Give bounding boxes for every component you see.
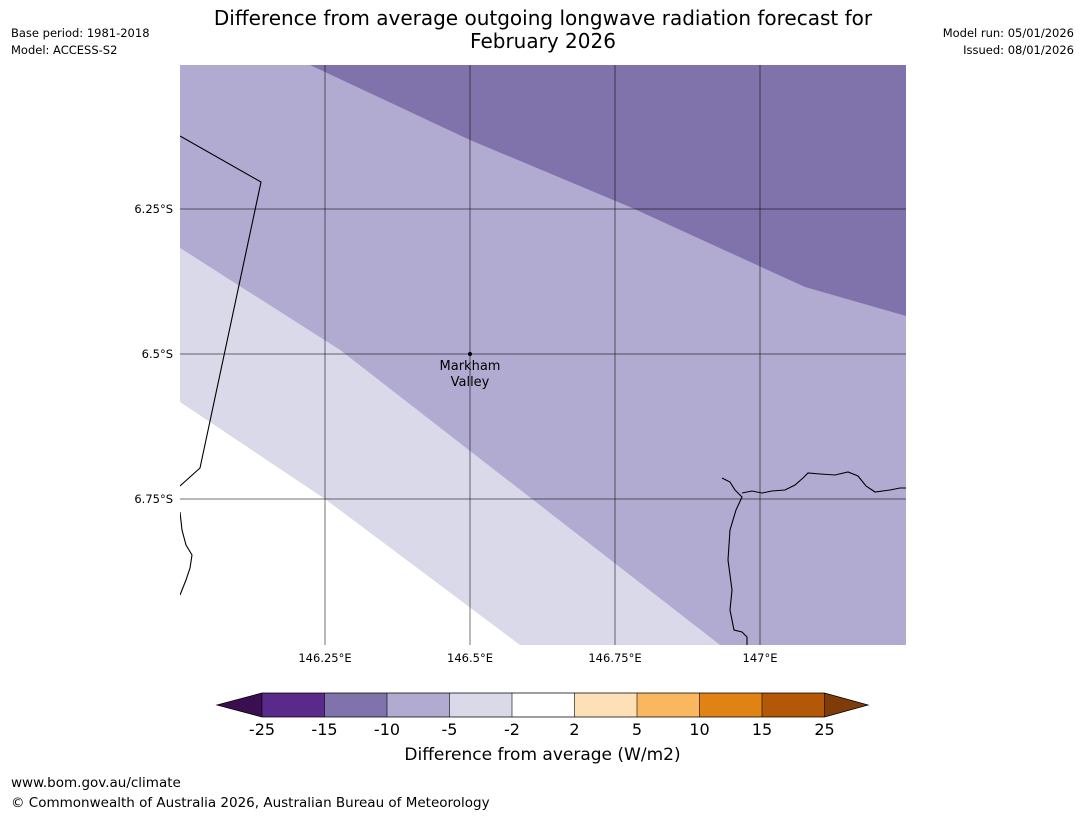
metadata-right: Model run: 05/01/2026 Issued: 08/01/2026 — [943, 25, 1074, 59]
model-run-text: Model run: 05/01/2026 — [942, 26, 1074, 40]
lat-label-6-5: 6.5°S — [141, 347, 173, 361]
colorbar-segment-3 — [387, 693, 450, 717]
markham-valley-marker — [468, 352, 472, 356]
title-line-2: February 2026 — [470, 29, 616, 53]
colorbar-tick-label: -10 — [373, 720, 401, 739]
colorbar-title: Difference from average (W/m2) — [404, 745, 681, 765]
coastline-gulf-north — [741, 471, 906, 494]
colorbar-segment-6 — [574, 693, 637, 717]
gridlines — [180, 65, 906, 645]
issued-text: Issued: 08/01/2026 — [963, 43, 1074, 57]
colorbar-segment-8 — [699, 693, 762, 717]
base-period-text: Base period: 1981-2018 — [11, 26, 150, 40]
anomaly-band-dark — [310, 65, 906, 316]
footer-copyright: © Commonwealth of Australia 2026, Austra… — [11, 795, 490, 811]
colorbar-tick-label: 10 — [689, 720, 710, 739]
anomaly-band-white — [180, 402, 520, 645]
colorbar-tick-label: -25 — [248, 720, 276, 739]
colorbar-tick-label: -5 — [441, 720, 458, 739]
colorbar — [215, 692, 870, 718]
colorbar-segment-9 — [762, 693, 825, 717]
colorbar-dividers — [261, 693, 825, 717]
colorbar-tick-label: 5 — [631, 720, 643, 739]
colorbar-segment-4 — [449, 693, 512, 717]
lon-label-146-5: 146.5°E — [447, 651, 493, 665]
map-area — [180, 65, 906, 645]
colorbar-extend-high — [824, 693, 868, 717]
lat-label-6-75: 6.75°S — [134, 492, 173, 506]
colorbar-tick-label: 2 — [569, 720, 580, 739]
title-line-1: Difference from average outgoing longwav… — [213, 6, 873, 30]
map-title: Difference from average outgoing longwav… — [180, 7, 906, 53]
colorbar-segment-7 — [637, 693, 700, 717]
place-name-line-1: Markham — [439, 359, 501, 374]
lon-label-147: 147°E — [742, 651, 778, 665]
colorbar-segment-1 — [262, 693, 325, 717]
place-name-line-2: Valley — [450, 375, 490, 390]
lon-label-146-75: 146.75°E — [588, 651, 642, 665]
border-line — [180, 135, 262, 487]
colorbar-extend-low — [217, 693, 262, 717]
model-text: Model: ACCESS-S2 — [11, 43, 118, 57]
lon-label-146-25: 146.25°E — [298, 651, 352, 665]
lat-label-6-25: 6.25°S — [134, 202, 173, 216]
colorbar-segment-5 — [512, 693, 575, 717]
colorbar-tick-label: -2 — [504, 720, 520, 739]
metadata-left: Base period: 1981-2018 Model: ACCESS-S2 — [11, 25, 150, 59]
coastline-west — [180, 511, 193, 596]
colorbar-tick-label: 25 — [814, 720, 835, 739]
place-label-markham-valley: Markham Valley — [420, 359, 520, 391]
footer-url-link[interactable]: www.bom.gov.au/climate — [11, 775, 181, 791]
coastline-gulf-west — [721, 477, 748, 645]
colorbar-tick-label: 15 — [751, 720, 773, 739]
colorbar-tick-label: -15 — [311, 720, 338, 739]
colorbar-segment-2 — [324, 693, 387, 717]
anomaly-band-light — [180, 248, 720, 645]
